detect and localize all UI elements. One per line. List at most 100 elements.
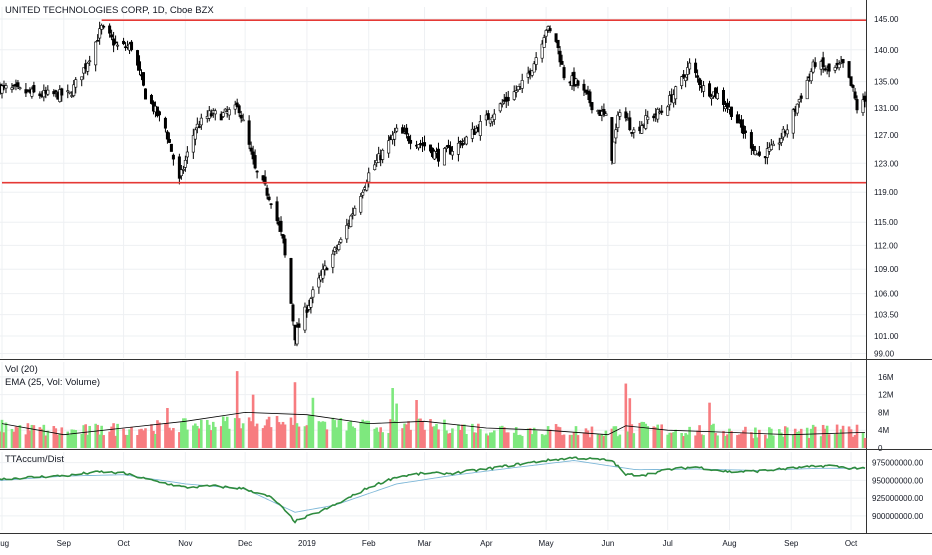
candle-body [556,39,560,48]
volume-bar [373,428,377,448]
volume-bar [512,432,516,448]
candle-body [265,187,269,196]
candle-body [849,76,853,86]
volume-bar [558,427,562,448]
candle-body [52,91,56,95]
x-tick-label: Sep [57,539,72,548]
volume-bar [140,428,143,448]
volume-bar [688,426,691,448]
volume-bar [658,429,662,448]
volume-bar [728,428,731,448]
volume-bar [431,426,434,448]
candle-body [749,132,753,149]
candle-body [275,201,279,221]
chart-title: UNITED TECHNOLOGIES CORP, 1D, Cboe BZX [5,5,214,16]
volume-bar [307,415,311,448]
volume-bar [219,426,223,448]
volume-bar [221,416,225,448]
candle-body [387,140,391,154]
candle-body [791,109,795,134]
candle-body [409,139,413,144]
volume-bar [738,434,741,448]
candle-body [345,225,349,240]
volume-bar [196,425,199,448]
candle-body [361,192,365,196]
candle-body [291,304,295,322]
candle-body [54,90,58,92]
volume-bar [184,418,187,448]
x-tick-label: Feb [362,539,376,548]
candle-body [321,269,325,279]
candle-body [548,28,552,32]
volume-bar [207,424,211,448]
volume-bar [758,429,761,448]
candle-body [331,253,335,268]
volume-bar [150,424,153,448]
volume-bar [624,383,628,448]
candle-body [640,125,644,134]
volume-bar [766,438,769,448]
candle-body [42,90,46,98]
volume-bar [351,426,355,448]
candle-body [777,142,781,145]
volume-bar [52,426,56,448]
volume-bar [14,426,18,448]
candle-body [279,220,283,232]
volume-bar [544,434,548,448]
candle-body [612,141,616,164]
candle-body [542,37,546,48]
volume-bar [710,424,713,448]
volume-bar [263,425,267,448]
volume-bar [487,435,490,448]
candle-body [710,96,714,99]
volume-bar [102,435,105,448]
volume-bar [632,433,636,448]
volume-bar [213,426,217,448]
candle-body [448,146,452,155]
candle-body [122,40,126,45]
candle-body [30,88,34,97]
volume-bar [674,429,677,448]
candle-body [512,91,516,100]
candle-body [227,109,231,116]
candle-body [102,25,106,28]
candle-body [851,85,855,88]
volume-bar [317,421,321,448]
volume-bar [359,422,363,448]
volume-bar [764,434,767,448]
price-tick-label: 131.00 [874,104,899,113]
candle-body [795,103,799,114]
volume-bar [267,416,271,448]
volume-bar [84,424,88,448]
candle-body [349,215,353,227]
candle-body [506,97,510,102]
volume-bar [86,434,89,448]
candle-body [604,113,608,116]
volume-bar [807,437,811,448]
volume-bar [186,429,189,448]
volume-bar [526,428,530,448]
candle-body [811,61,815,73]
volume-bar [560,435,564,448]
candle-body [114,41,118,44]
x-tick-label: Aug [722,539,736,548]
candle-body [520,80,524,89]
candle-body [255,170,259,173]
volume-bar [66,431,70,448]
candle-body [367,172,371,183]
volume-bar [345,430,349,448]
volume-bar [570,434,574,448]
volume-bar [166,408,169,448]
volume-bar [600,434,604,448]
volume-bar [363,421,367,448]
candle-body [295,327,299,345]
volume-bar [389,419,392,448]
candle-body [253,155,257,169]
volume-bar [172,427,175,448]
volume-bar [584,428,588,448]
candle-body [110,34,114,38]
candle-body [38,93,42,97]
candle-body [554,33,558,42]
volume-bar [405,424,408,448]
volume-bar [823,428,827,448]
